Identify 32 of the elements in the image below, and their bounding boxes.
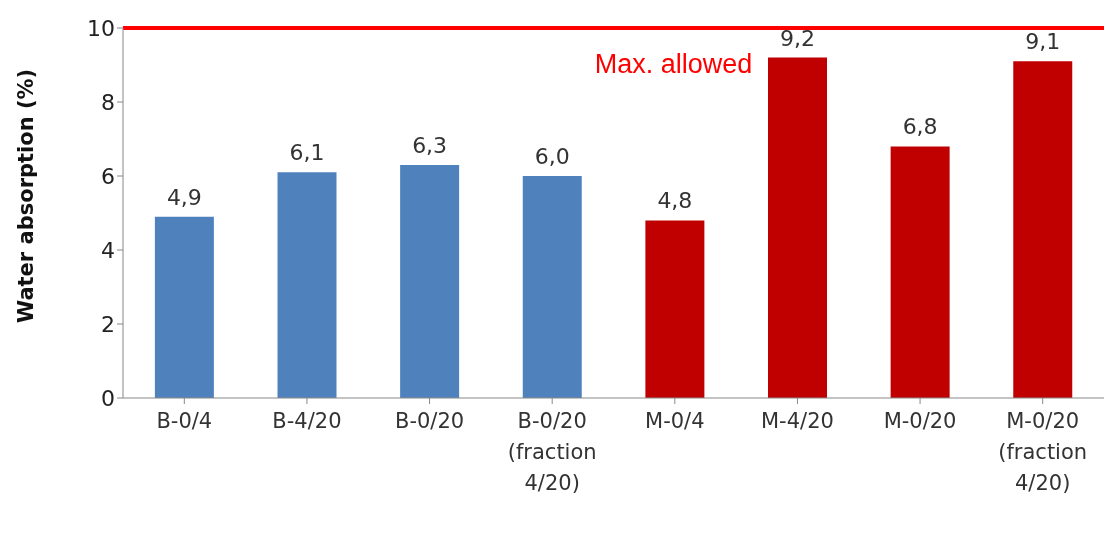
bar [522, 176, 582, 398]
x-tick-label: B-0/20 [394, 409, 465, 433]
data-label: 6,1 [289, 140, 325, 166]
bar [768, 57, 828, 398]
data-label: 6,3 [412, 132, 448, 158]
x-tick-label: M-0/20 [883, 409, 957, 433]
y-tick-label: 2 [101, 311, 115, 337]
bar [645, 220, 705, 398]
y-tick-label: 0 [101, 385, 115, 411]
x-tick-label: B-0/20 (fraction 4/20) [507, 409, 597, 495]
x-tick-label: B-0/4 [156, 409, 213, 433]
x-tick-label: M-0/4 [645, 409, 705, 433]
data-label: 6,8 [902, 114, 938, 140]
y-tick-label: 4 [101, 237, 115, 263]
data-label: 4,8 [657, 188, 693, 214]
bar [400, 164, 460, 398]
data-label: 9,1 [1025, 29, 1061, 55]
ref-line-label: Max. allowed [594, 49, 753, 79]
y-axis-title: Water absorption (%) [14, 68, 39, 323]
data-label: 6,0 [534, 144, 570, 169]
bar [154, 216, 214, 398]
y-tick-label: 6 [101, 163, 115, 189]
x-tick-label: B-4/20 [272, 409, 342, 433]
bar [1013, 61, 1073, 398]
y-tick-label: 8 [101, 89, 115, 115]
data-label: 9,2 [780, 25, 816, 51]
bar [890, 146, 950, 398]
x-tick-label: M-0/20 (fraction 4/20) [998, 409, 1088, 495]
data-label: 4,9 [166, 184, 202, 210]
x-tick-label: M-4/20 [761, 409, 834, 433]
bar [277, 172, 337, 398]
y-tick-label: 10 [87, 15, 115, 41]
